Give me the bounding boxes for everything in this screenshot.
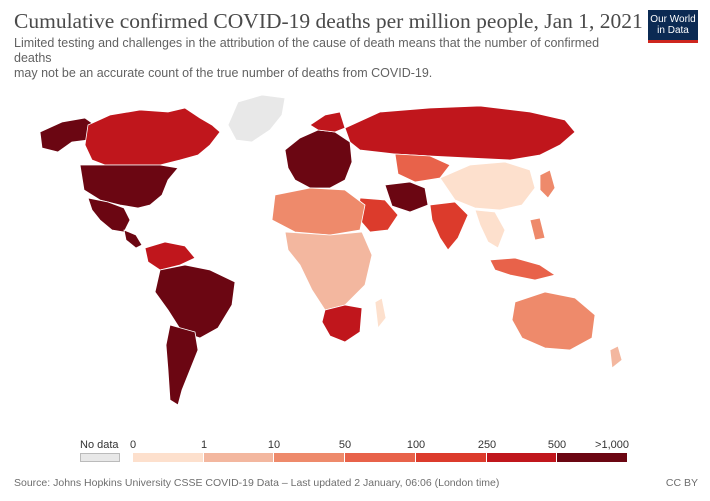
legend-label-4: 100 [406,439,426,451]
logo-line-2: in Data [657,25,689,36]
world-map[interactable] [0,70,710,440]
region-madagascar[interactable] [374,297,387,329]
legend-label-5: 250 [477,439,497,451]
legend-label-6: 500 [547,439,567,451]
world-map-svg [39,94,623,406]
legend-bin-4[interactable] [416,453,487,462]
color-legend: No data 0 1 10 50 100 250 500 >1,000 [0,436,710,466]
region-central-america[interactable] [123,229,143,249]
region-central-africa[interactable] [284,231,373,311]
legend-label-7: >1,000 [595,439,629,451]
region-philippines[interactable] [529,217,546,241]
legend-label-3: 50 [338,439,352,451]
region-argentina[interactable] [165,324,199,406]
region-europe[interactable] [284,129,353,189]
region-brazil[interactable] [154,264,236,339]
legend-label-2: 10 [267,439,281,451]
region-japan[interactable] [539,169,556,199]
legend-scale-bar [133,453,628,462]
subtitle-line-2: may not be an accurate count of the true… [14,66,433,80]
region-russia[interactable] [344,105,576,161]
region-iran[interactable] [384,181,429,213]
region-australia[interactable] [511,291,596,351]
region-indonesia[interactable] [489,257,556,281]
source-note: Source: Johns Hopkins University CSSE CO… [14,477,500,489]
legend-nodata-label: No data [80,439,119,451]
legend-bin-2[interactable] [274,453,345,462]
region-greenland[interactable] [227,94,286,143]
logo-line-1: Our World [650,14,696,25]
legend-bin-5[interactable] [487,453,557,462]
region-china[interactable] [439,161,536,211]
region-north-africa[interactable] [271,187,366,236]
legend-label-0: 0 [129,439,137,451]
owid-logo[interactable]: Our World in Data [648,10,698,43]
region-southeast-asia[interactable] [474,209,506,249]
region-north-south-america[interactable] [144,241,196,271]
region-scandinavia[interactable] [309,111,346,133]
license-link[interactable]: CC BY [665,477,698,489]
subtitle-line-1: Limited testing and challenges in the at… [14,36,600,65]
region-india[interactable] [429,201,469,251]
legend-bin-3[interactable] [345,453,416,462]
legend-nodata-swatch[interactable] [80,453,120,462]
chart-subtitle: Limited testing and challenges in the at… [14,36,624,81]
legend-bin-0[interactable] [133,453,204,462]
region-canada[interactable] [84,107,221,166]
legend-bin-1[interactable] [204,453,274,462]
chart-title: Cumulative confirmed COVID-19 deaths per… [14,9,643,33]
region-south-africa[interactable] [321,304,363,343]
legend-label-1: 1 [200,439,208,451]
legend-bin-6[interactable] [557,453,628,462]
region-new-zealand[interactable] [609,345,623,369]
